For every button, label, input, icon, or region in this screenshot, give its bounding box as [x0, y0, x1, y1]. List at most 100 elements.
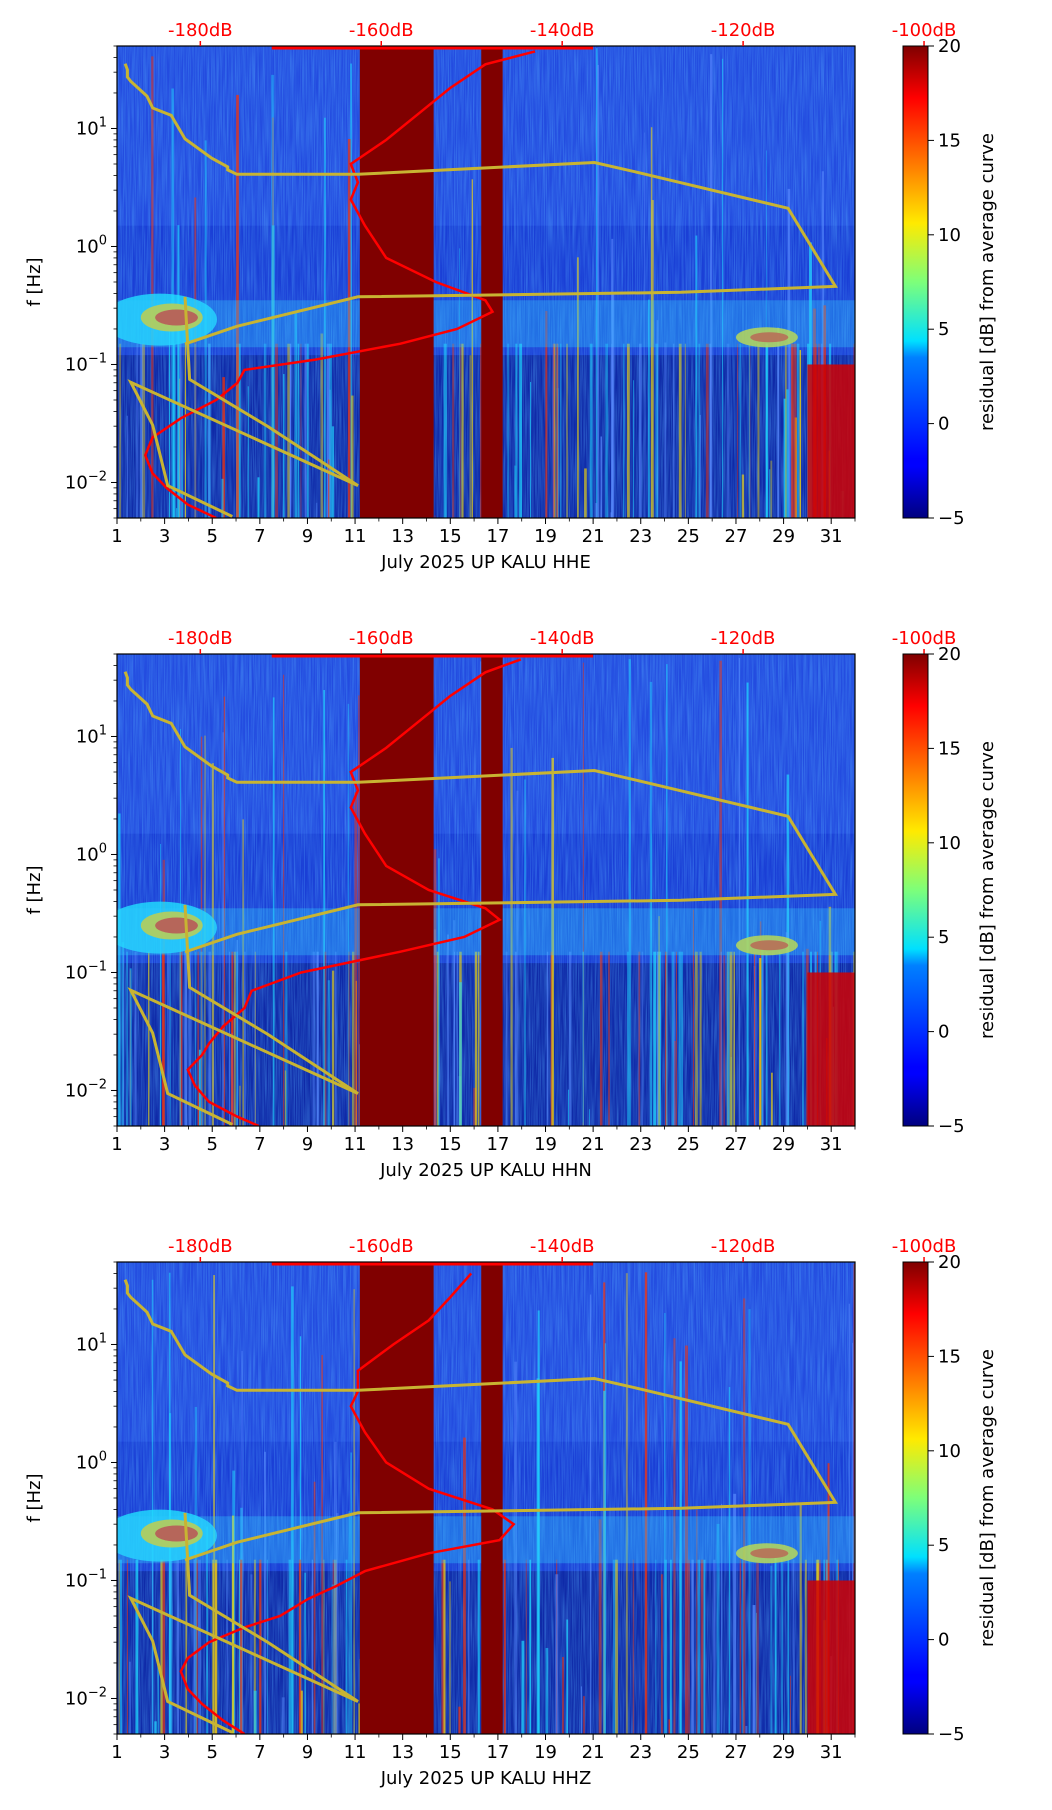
heatmap-streak — [320, 333, 323, 518]
heatmap-streak — [742, 475, 744, 518]
heatmap-streak — [568, 1090, 569, 1126]
heatmap-streak — [199, 1050, 201, 1126]
heatmap-streak — [120, 1560, 122, 1734]
heatmap-streak — [170, 952, 171, 1126]
heatmap-streak — [770, 1566, 772, 1734]
heatmap-streak — [447, 934, 449, 1126]
heatmap-streak — [332, 971, 334, 1126]
data-gap — [481, 1262, 502, 1734]
heatmap-streak — [666, 664, 667, 1126]
heatmap-streak — [298, 344, 300, 518]
colorbar-tick-label: 20 — [938, 1252, 961, 1273]
heatmap-streak — [743, 1298, 745, 1734]
heatmap-streak — [597, 65, 599, 518]
heatmap-streak — [747, 683, 749, 1126]
heatmap-streak — [802, 952, 804, 1126]
heatmap-streak — [283, 374, 284, 518]
heatmap-streak — [658, 952, 659, 1126]
heatmap-streak — [515, 952, 517, 1126]
heatmap-streak — [352, 952, 354, 1126]
heatmap-streak — [650, 682, 652, 1126]
data-gap — [360, 1262, 434, 1734]
heatmap-streak — [438, 858, 439, 1126]
heatmap-streak — [328, 980, 330, 1126]
y-tick-label: 101 — [76, 723, 107, 747]
heatmap-streak — [198, 1560, 201, 1734]
heatmap-streak — [793, 1560, 794, 1734]
heatmap-streak — [323, 1560, 324, 1734]
y-tick-label: 10−2 — [65, 1077, 107, 1101]
heatmap-streak — [600, 952, 603, 1126]
heatmap-streak — [264, 344, 267, 518]
x-tick-label: 11 — [344, 1134, 367, 1155]
heatmap-streak — [127, 1560, 128, 1734]
heatmap-streak — [136, 344, 138, 518]
colorbar-tick-label: 20 — [938, 644, 961, 665]
heatmap-streak — [753, 1605, 756, 1734]
plot-area — [103, 46, 856, 518]
heatmap-streak — [601, 436, 602, 518]
heatmap-streak — [507, 344, 509, 518]
heatmap-streak — [119, 1560, 120, 1734]
heatmap-streak — [162, 1560, 165, 1734]
colorbar-tick-label: 5 — [938, 927, 949, 948]
heatmap-streak — [800, 350, 801, 518]
x-tick-label: 13 — [391, 1134, 414, 1155]
heatmap-streak — [126, 952, 128, 1126]
x-tick-label: 17 — [486, 526, 509, 547]
heatmap-streak — [195, 1407, 197, 1734]
heatmap-streak — [642, 952, 643, 1126]
heatmap-streak — [353, 1289, 354, 1734]
colorbar-tick-label: 0 — [938, 1630, 949, 1651]
top-db-label: -140dB — [530, 1236, 595, 1257]
heatmap-streak — [329, 344, 332, 518]
heatmap-streak — [627, 952, 628, 1126]
heatmap-streak — [282, 1697, 285, 1734]
heatmap-streak — [200, 952, 202, 1126]
colorbar — [903, 654, 928, 1126]
heatmap-streak — [779, 952, 780, 1126]
x-tick-label: 17 — [486, 1134, 509, 1155]
heatmap-streak — [613, 1560, 616, 1734]
y-tick-label: 10−1 — [65, 351, 107, 375]
heatmap-streak — [317, 952, 319, 1126]
heatmap-streak — [633, 380, 634, 518]
plot-area — [103, 654, 856, 1126]
heatmap-streak — [504, 1560, 506, 1734]
colorbar-tick-label: 5 — [938, 1535, 949, 1556]
heatmap-streak — [721, 952, 722, 1126]
heatmap-streak — [290, 344, 291, 518]
heatmap-streak — [443, 1560, 445, 1734]
heatmap-streak — [583, 1696, 585, 1734]
x-tick-label: 19 — [534, 1134, 557, 1155]
heatmap-streak — [459, 982, 462, 1126]
heatmap-streak — [129, 1662, 130, 1734]
heatmap-streak — [668, 1719, 670, 1734]
heatmap-streak — [769, 469, 770, 518]
colorbar-label: residual [dB] from average curve — [977, 741, 998, 1039]
heatmap-streak — [695, 236, 697, 518]
heatmap-streak — [737, 344, 738, 518]
heatmap-streak — [664, 1560, 667, 1734]
x-tick-label: 3 — [159, 1742, 170, 1763]
heatmap-end-zone — [807, 1580, 855, 1734]
colorbar-tick-label: 15 — [938, 1346, 961, 1367]
heatmap-streak — [226, 1560, 227, 1734]
heatmap-streak — [506, 952, 508, 1126]
x-tick-label: 23 — [629, 1134, 652, 1155]
heatmap-streak — [805, 1560, 807, 1734]
heatmap-streak — [761, 947, 762, 1126]
x-tick-label: 11 — [344, 1742, 367, 1763]
heatmap-streak — [519, 344, 522, 518]
heatmap-streak — [239, 1086, 241, 1126]
heatmap-streak — [739, 658, 740, 1126]
heatmap-streak — [653, 952, 656, 1126]
heatmap-streak — [581, 1686, 582, 1734]
x-tick-label: 5 — [206, 526, 217, 547]
colorbar-tick-label: 10 — [938, 225, 961, 246]
heatmap-streak — [664, 343, 666, 518]
heatmap-streak — [292, 1560, 293, 1734]
heatmap-streak — [754, 952, 755, 1126]
data-gap — [360, 654, 434, 1126]
